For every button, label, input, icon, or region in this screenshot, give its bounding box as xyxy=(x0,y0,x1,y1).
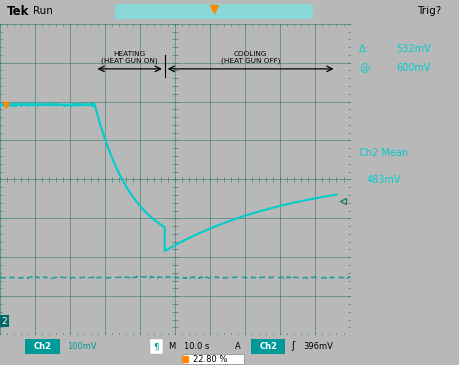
Bar xyxy=(115,4,312,19)
Text: Tek: Tek xyxy=(7,5,29,18)
Text: Ch2: Ch2 xyxy=(34,342,52,351)
Text: 532mV: 532mV xyxy=(396,44,431,54)
Text: COOLING
(HEAT GUN OFF): COOLING (HEAT GUN OFF) xyxy=(220,51,280,64)
Text: Ch2: Ch2 xyxy=(258,342,277,351)
Text: Trig?: Trig? xyxy=(416,7,441,16)
Bar xyxy=(149,339,163,354)
Text: 22.80 %: 22.80 % xyxy=(193,354,227,364)
Bar xyxy=(250,339,285,354)
Text: @:: @: xyxy=(358,63,371,73)
Bar xyxy=(25,339,60,354)
Text: 10.0 s: 10.0 s xyxy=(184,342,209,351)
Text: 100mV: 100mV xyxy=(67,342,96,351)
Text: Ch2 Mean: Ch2 Mean xyxy=(358,148,408,158)
Text: 600mV: 600mV xyxy=(396,63,430,73)
Text: HEATING
(HEAT GUN ON): HEATING (HEAT GUN ON) xyxy=(101,51,157,64)
Text: 483mV: 483mV xyxy=(366,175,401,185)
Bar xyxy=(181,354,243,364)
Text: Δ:: Δ: xyxy=(358,44,369,54)
Text: 2: 2 xyxy=(2,316,7,326)
Text: ʃ: ʃ xyxy=(290,341,293,351)
Text: ¶: ¶ xyxy=(153,342,159,351)
Text: Run: Run xyxy=(33,7,53,16)
Text: M: M xyxy=(168,342,175,351)
Text: 396mV: 396mV xyxy=(303,342,333,351)
Text: A: A xyxy=(234,342,240,351)
